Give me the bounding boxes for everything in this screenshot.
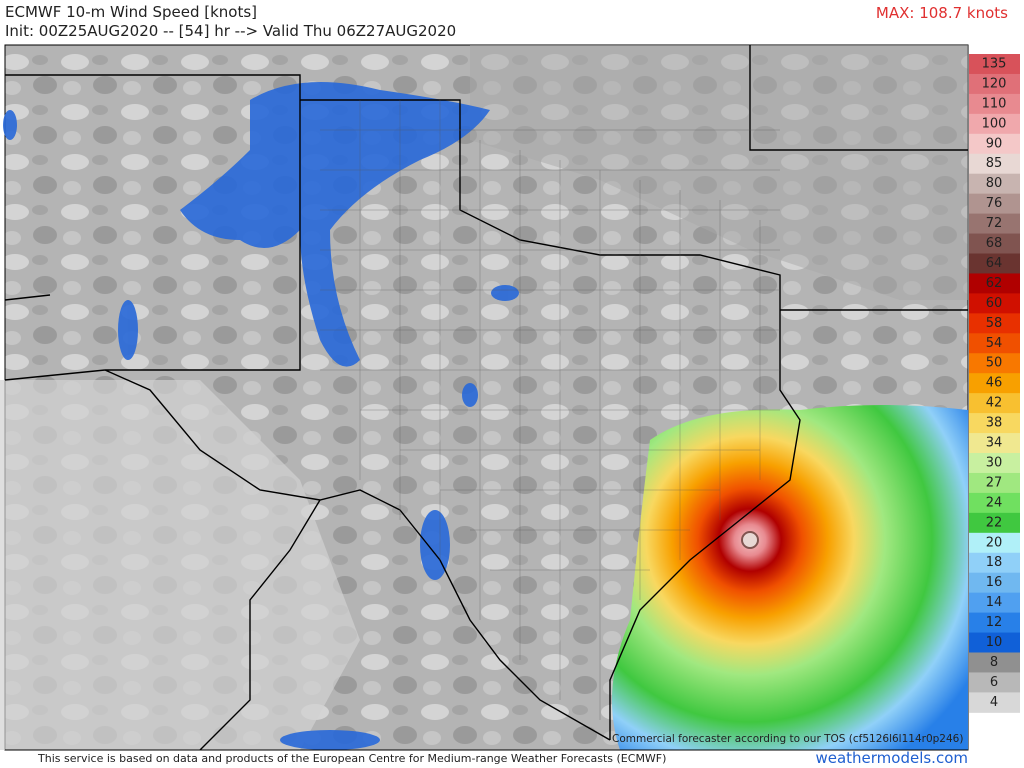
colorbar-cell [969, 133, 1020, 155]
colorbar-cell [969, 433, 1020, 454]
mexico-light [0, 380, 360, 750]
colorbar-label: 24 [986, 495, 1003, 510]
colorbar-cell [969, 672, 1020, 693]
colorbar-label: 90 [986, 136, 1003, 151]
colorbar-cell [969, 532, 1020, 554]
colorbar-label: 16 [986, 575, 1003, 590]
colorbar-cell [969, 492, 1020, 514]
colorbar-cell [969, 193, 1020, 215]
colorbar-label: 135 [982, 56, 1007, 71]
colorbar-cell [969, 253, 1020, 274]
colorbar-label: 64 [986, 256, 1003, 271]
colorbar-label: 85 [986, 156, 1003, 171]
colorbar-label: 30 [986, 455, 1003, 470]
colorbar-cell [969, 413, 1020, 434]
colorbar-cell [969, 353, 1020, 374]
colorbar-cell [969, 552, 1020, 574]
colorbar-label: 22 [986, 515, 1003, 530]
colorbar-label: 62 [986, 276, 1003, 291]
colorbar-label: 60 [986, 296, 1003, 311]
colorbar-label: 80 [986, 176, 1003, 191]
colorbar-cell [969, 592, 1020, 614]
colorbar-cell [969, 113, 1020, 135]
colorbar-cell [969, 173, 1020, 195]
max-label: MAX: 108.7 knots [875, 4, 1008, 22]
hurricane-field [612, 405, 968, 750]
colorbar-label: 12 [986, 615, 1003, 630]
colorbar-label: 18 [986, 555, 1003, 570]
colorbar-cell [969, 93, 1020, 115]
colorbar-label: 54 [986, 336, 1003, 351]
colorbar-label: 14 [986, 595, 1003, 610]
colorbar-cell [969, 213, 1020, 235]
colorbar-label: 34 [986, 436, 1003, 451]
plains [470, 45, 968, 300]
colorbar-cell [969, 273, 1020, 294]
colorbar-label: 110 [982, 96, 1007, 111]
colorbar-cell [969, 652, 1020, 673]
colorbar-label: 8 [990, 655, 998, 670]
credit: This service is based on data and produc… [38, 752, 667, 765]
colorbar-label: 10 [986, 635, 1003, 650]
colorbar-label: 27 [986, 475, 1003, 490]
colorbar-cell [969, 373, 1020, 394]
subtitle: Init: 00Z25AUG2020 -- [54] hr --> Valid … [5, 22, 457, 40]
colorbar-cell [969, 153, 1020, 175]
tos-note: Commercial forecaster according to our T… [612, 733, 964, 745]
county-lines [320, 100, 780, 720]
colorbar-cell [969, 73, 1020, 95]
colorbar-label: 38 [986, 416, 1003, 431]
colorbar-cell [969, 333, 1020, 354]
colorbar-cell [969, 293, 1020, 314]
colorbar: 1351201101009085807672686462605854504642… [969, 54, 1020, 713]
colorbar-cell [969, 54, 1020, 75]
colorbar-label: 120 [982, 76, 1007, 91]
blue-patches [3, 82, 519, 750]
colorbar-label: 68 [986, 236, 1003, 251]
colorbar-cell [969, 393, 1020, 414]
colorbar-cell [969, 612, 1020, 634]
colorbar-label: 72 [986, 216, 1003, 231]
title: ECMWF 10-m Wind Speed [knots] [5, 3, 258, 21]
colorbar-label: 42 [986, 396, 1003, 411]
colorbar-label: 20 [986, 535, 1003, 550]
colorbar-label: 4 [990, 695, 998, 710]
colorbar-cell [969, 572, 1020, 594]
eye [741, 531, 759, 549]
colorbar-label: 100 [982, 116, 1007, 131]
colorbar-label: 46 [986, 376, 1003, 391]
colorbar-cell [969, 692, 1020, 713]
colorbar-cell [969, 632, 1020, 653]
colorbar-cell [969, 472, 1020, 494]
watermark[interactable]: weathermodels.com [815, 749, 968, 767]
colorbar-label: 50 [986, 356, 1003, 371]
colorbar-label: 76 [986, 196, 1003, 211]
colorbar-cell [969, 512, 1020, 534]
colorbar-cell [969, 313, 1020, 334]
colorbar-cell [969, 233, 1020, 254]
colorbar-label: 6 [990, 675, 998, 690]
colorbar-label: 58 [986, 316, 1003, 331]
colorbar-cell [969, 453, 1020, 474]
